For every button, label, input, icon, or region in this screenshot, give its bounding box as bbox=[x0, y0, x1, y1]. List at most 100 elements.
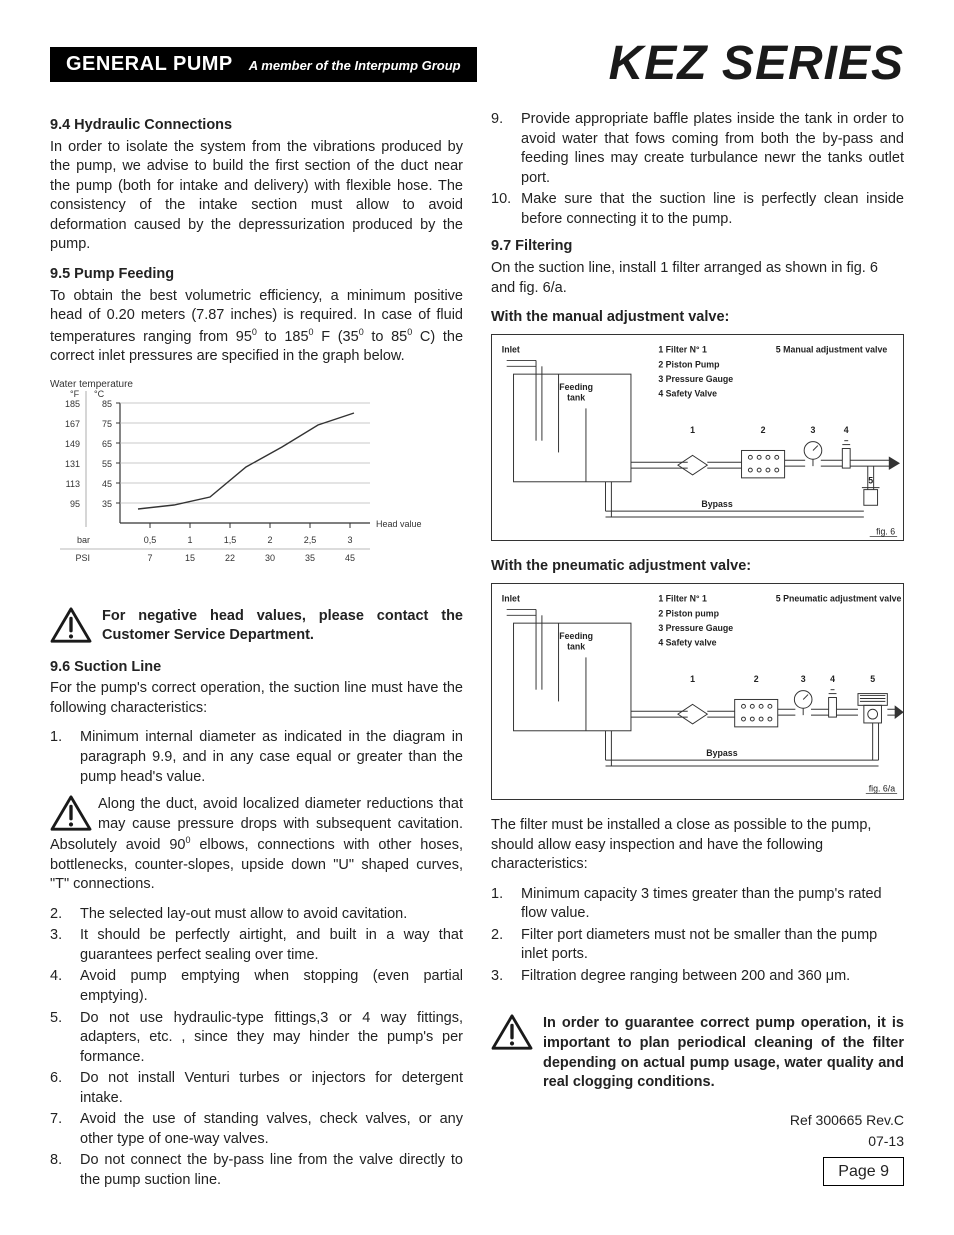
x-bar-label: bar bbox=[77, 535, 90, 545]
svg-text:3: 3 bbox=[811, 424, 816, 434]
svg-text:22: 22 bbox=[225, 553, 235, 563]
list-item: 10.Make sure that the suction line is pe… bbox=[491, 190, 904, 229]
svg-text:tank: tank bbox=[567, 392, 585, 402]
svg-text:45: 45 bbox=[102, 479, 112, 489]
svg-text:45: 45 bbox=[345, 553, 355, 563]
series-title: KEZ SERIES bbox=[609, 40, 904, 88]
svg-text:167: 167 bbox=[65, 419, 80, 429]
svg-text:35: 35 bbox=[305, 553, 315, 563]
svg-text:185: 185 bbox=[65, 399, 80, 409]
body-9-5-m3: to 85 bbox=[364, 328, 408, 344]
svg-text:2,5: 2,5 bbox=[304, 535, 317, 545]
body-9-5-m2: F (35 bbox=[314, 328, 359, 344]
list-item: 3.Filtration degree ranging between 200 … bbox=[491, 967, 904, 987]
svg-text:Inlet: Inlet bbox=[502, 593, 520, 603]
svg-text:fig. 6/a: fig. 6/a bbox=[869, 783, 896, 793]
svg-text:Feeding: Feeding bbox=[559, 381, 593, 391]
heading-9-5: 9.5 Pump Feeding bbox=[50, 265, 463, 285]
diagram-pneumatic: Inlet 1 Filter N° 1 5 Pneumatic adjustme… bbox=[491, 583, 904, 800]
filter-intro: The filter must be installed a close as … bbox=[491, 816, 904, 875]
body-9-5: To obtain the best volumetric efficiency… bbox=[50, 287, 463, 367]
svg-text:Bypass: Bypass bbox=[701, 499, 732, 509]
svg-text:2: 2 bbox=[761, 424, 766, 434]
list-item: 5.Do not use hydraulic-type fittings,3 o… bbox=[50, 1009, 463, 1068]
svg-text:85: 85 bbox=[102, 399, 112, 409]
svg-text:tank: tank bbox=[567, 641, 585, 651]
svg-text:Bypass: Bypass bbox=[706, 748, 737, 758]
svg-text:4 Safety valve: 4 Safety valve bbox=[658, 637, 716, 647]
diagram-manual: Inlet 1 Filter N° 1 5 Manual adjustment … bbox=[491, 334, 904, 542]
chart-series-line bbox=[138, 413, 354, 509]
svg-text:Feeding: Feeding bbox=[559, 630, 593, 640]
warning-icon bbox=[50, 795, 92, 833]
svg-text:3: 3 bbox=[347, 535, 352, 545]
warning-text: For negative head values, please contact… bbox=[102, 607, 463, 646]
left-column: 9.4 Hydraulic Connections In order to is… bbox=[50, 110, 463, 1199]
svg-text:113: 113 bbox=[66, 479, 80, 489]
ref-number: Ref 300665 Rev.C bbox=[790, 1111, 904, 1130]
svg-text:3: 3 bbox=[801, 674, 806, 684]
sub-manual: With the manual adjustment valve: bbox=[491, 308, 904, 328]
intro-9-6: For the pump's correct operation, the su… bbox=[50, 679, 463, 718]
svg-text:0,5: 0,5 bbox=[144, 535, 157, 545]
heading-9-4: 9.4 Hydraulic Connections bbox=[50, 116, 463, 136]
list-item: 1.Minimum internal diameter as indicated… bbox=[50, 728, 463, 787]
svg-text:149: 149 bbox=[65, 439, 80, 449]
svg-text:131: 131 bbox=[65, 459, 80, 469]
svg-text:1: 1 bbox=[690, 424, 695, 434]
list-item: 8.Do not connect the by-pass line from t… bbox=[50, 1151, 463, 1190]
sub-pneumatic: With the pneumatic adjustment valve: bbox=[491, 557, 904, 577]
brand-subline: A member of the Interpump Group bbox=[249, 57, 461, 75]
warning-duct: Along the duct, avoid localized diameter… bbox=[50, 795, 463, 895]
svg-text:4: 4 bbox=[830, 674, 835, 684]
list-item: 6.Do not install Venturi turbes or injec… bbox=[50, 1069, 463, 1108]
warning-icon bbox=[491, 1014, 533, 1052]
ref-date: 07-13 bbox=[868, 1132, 904, 1151]
list-item: 7.Avoid the use of standing valves, chec… bbox=[50, 1110, 463, 1149]
brand-name: GENERAL PUMP bbox=[66, 51, 233, 78]
heading-9-7: 9.7 Filtering bbox=[491, 237, 904, 257]
inlet-pressure-chart: Water temperature bbox=[50, 377, 463, 597]
svg-text:15: 15 bbox=[185, 553, 195, 563]
svg-text:4 Safety Valve: 4 Safety Valve bbox=[658, 388, 717, 398]
warning-filter-clean: In order to guarantee correct pump opera… bbox=[491, 1014, 904, 1092]
x-psi-label: PSI bbox=[75, 553, 90, 563]
svg-text:2: 2 bbox=[754, 674, 759, 684]
svg-text:75: 75 bbox=[102, 419, 112, 429]
svg-text:1: 1 bbox=[690, 674, 695, 684]
heading-9-6: 9.6 Suction Line bbox=[50, 658, 463, 678]
list-item: 3.It should be perfectly airtight, and b… bbox=[50, 926, 463, 965]
svg-text:7: 7 bbox=[147, 553, 152, 563]
svg-text:95: 95 bbox=[70, 499, 80, 509]
svg-text:4: 4 bbox=[844, 424, 849, 434]
svg-text:55: 55 bbox=[102, 459, 112, 469]
page-footer: Ref 300665 Rev.C 07-13 Page 9 bbox=[491, 1111, 904, 1186]
svg-text:30: 30 bbox=[265, 553, 275, 563]
svg-text:fig. 6: fig. 6 bbox=[876, 526, 895, 536]
chart-title: Water temperature bbox=[50, 379, 133, 390]
list-item: 2.Filter port diameters must not be smal… bbox=[491, 926, 904, 965]
svg-text:2: 2 bbox=[267, 535, 272, 545]
brand-bar: GENERAL PUMP A member of the Interpump G… bbox=[50, 47, 477, 82]
right-column: 9.Provide appropriate baffle plates insi… bbox=[491, 110, 904, 1199]
svg-text:Inlet: Inlet bbox=[502, 344, 520, 354]
svg-text:1,5: 1,5 bbox=[224, 535, 237, 545]
svg-text:1 Filter N° 1: 1 Filter N° 1 bbox=[658, 593, 707, 603]
body-9-4: In order to isolate the system from the … bbox=[50, 138, 463, 255]
svg-text:5 Pneumatic adjustment valve: 5 Pneumatic adjustment valve bbox=[776, 593, 902, 603]
svg-text:3 Pressure Gauge: 3 Pressure Gauge bbox=[658, 374, 733, 384]
svg-text:1 Filter N° 1: 1 Filter N° 1 bbox=[658, 344, 707, 354]
body-9-7: On the suction line, install 1 filter ar… bbox=[491, 259, 904, 298]
list-item: 9.Provide appropriate baffle plates insi… bbox=[491, 110, 904, 188]
list-item: 1.Minimum capacity 3 times greater than … bbox=[491, 885, 904, 924]
svg-text:5: 5 bbox=[870, 674, 875, 684]
svg-text:5 Manual adjustment valve: 5 Manual adjustment valve bbox=[776, 344, 888, 354]
warning-icon bbox=[50, 607, 92, 645]
svg-text:65: 65 bbox=[102, 439, 112, 449]
list-item: 4.Avoid pump emptying when stopping (eve… bbox=[50, 967, 463, 1006]
list-item: 2.The selected lay-out must allow to avo… bbox=[50, 905, 463, 925]
page-header: GENERAL PUMP A member of the Interpump G… bbox=[50, 40, 904, 88]
head-value-label: Head value bbox=[376, 519, 422, 529]
svg-text:3 Pressure Gauge: 3 Pressure Gauge bbox=[658, 623, 733, 633]
svg-text:1: 1 bbox=[187, 535, 192, 545]
